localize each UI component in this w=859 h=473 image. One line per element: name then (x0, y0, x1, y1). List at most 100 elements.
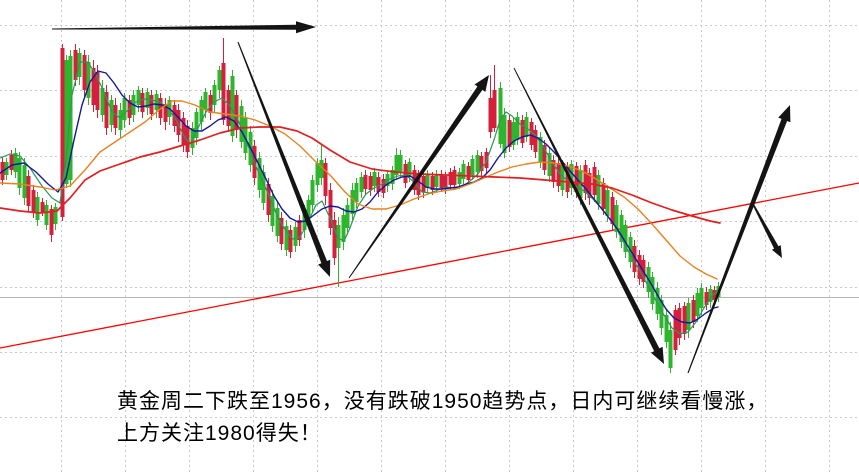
candle-body (9, 155, 14, 170)
candle-body (533, 130, 538, 152)
candle-body (113, 105, 118, 128)
candle-body (279, 218, 284, 244)
candle-body (592, 167, 597, 195)
candle-body (319, 160, 324, 178)
candle-body (565, 167, 570, 192)
candle-body (407, 162, 412, 177)
candle-body (194, 112, 199, 138)
candle-body (118, 110, 123, 130)
candle-body (538, 137, 543, 162)
candle-body (323, 163, 328, 196)
candle-body (13, 153, 18, 172)
candle-body (682, 306, 687, 334)
candle-body (60, 48, 65, 217)
candle-body (109, 100, 114, 125)
candle-body (22, 165, 27, 198)
candle-body (44, 205, 49, 225)
candle-body (297, 220, 302, 240)
candle-body (212, 85, 217, 105)
candle-body (430, 176, 435, 190)
candle-body (610, 197, 615, 224)
candle-body (475, 155, 480, 172)
candle-body (86, 62, 91, 98)
candle-body (341, 215, 346, 242)
candle-body (439, 174, 444, 188)
candle-body (176, 110, 181, 135)
candle-body (243, 118, 248, 153)
down-swing-arrow-1 (237, 41, 331, 277)
candle-body (104, 92, 109, 128)
analysis-caption: 黄金周二下跌至1956，没有跌破1950趋势点，日内可继续看慢涨， 上方关注19… (117, 386, 768, 450)
candle-body (288, 230, 293, 252)
candle-body (306, 200, 311, 218)
candle-body (498, 88, 503, 144)
candle-body (270, 196, 275, 226)
candle-body (95, 72, 100, 110)
candle-body (302, 210, 307, 230)
caption-line-2: 上方关注1980得失！ (117, 422, 322, 445)
candle-body (668, 330, 673, 368)
candle-body (587, 173, 592, 198)
candle-body (547, 153, 552, 176)
candle-body (217, 70, 222, 90)
candle-body (345, 205, 350, 228)
candle-body (266, 184, 271, 215)
candles-layer (0, 38, 721, 373)
candle-body (136, 90, 141, 105)
candle-body (515, 117, 520, 140)
candle-body (350, 190, 355, 214)
candle-body (488, 98, 493, 132)
candle-body (492, 90, 497, 128)
candle-body (363, 175, 368, 189)
candle-body (502, 115, 507, 153)
candle-body (686, 303, 691, 330)
candle-body (659, 300, 664, 328)
candle-body (293, 227, 298, 246)
candle-body (185, 126, 190, 152)
candle-body (529, 122, 534, 145)
candle-body (64, 60, 69, 184)
candle-body (310, 180, 315, 205)
candle-body (466, 166, 471, 180)
candle-body (578, 170, 583, 198)
candle-body (203, 92, 208, 110)
candle-body (416, 174, 421, 195)
candle-body (261, 172, 266, 203)
up-swing-arrow-1 (348, 75, 489, 279)
candle-body (140, 93, 145, 112)
candle-body (664, 315, 669, 342)
candle-body (596, 175, 601, 204)
candle-body (208, 95, 213, 113)
candle-body (461, 164, 466, 179)
candle-body (328, 190, 333, 228)
candle-body (181, 118, 186, 145)
candle-body (73, 50, 78, 80)
candle-body (452, 170, 457, 185)
candle-body (40, 202, 45, 212)
candle-body (221, 63, 226, 120)
candle-body (708, 289, 713, 302)
candle-body (479, 156, 484, 171)
candle-body (470, 159, 475, 175)
caption-line-1: 黄金周二下跌至1956，没有跌破1950趋势点，日内可继续看慢涨， (117, 390, 769, 413)
candle-body (569, 164, 574, 188)
candle-body (637, 255, 642, 279)
support-trendline (0, 182, 859, 349)
ma-fast-green (0, 61, 719, 335)
candle-body (17, 158, 22, 188)
candle-body (49, 209, 54, 235)
candle-body (398, 155, 403, 172)
candle-body (619, 215, 624, 242)
candle-body (354, 183, 359, 202)
candle-body (614, 205, 619, 232)
candle-body (551, 160, 556, 182)
candle-body (677, 308, 682, 338)
ma-mid-blue (0, 70, 719, 324)
ma-slowest-red (0, 126, 721, 224)
candle-body (336, 225, 341, 248)
candle-body (601, 183, 606, 209)
candle-body (376, 177, 381, 192)
candle-body (434, 174, 439, 187)
